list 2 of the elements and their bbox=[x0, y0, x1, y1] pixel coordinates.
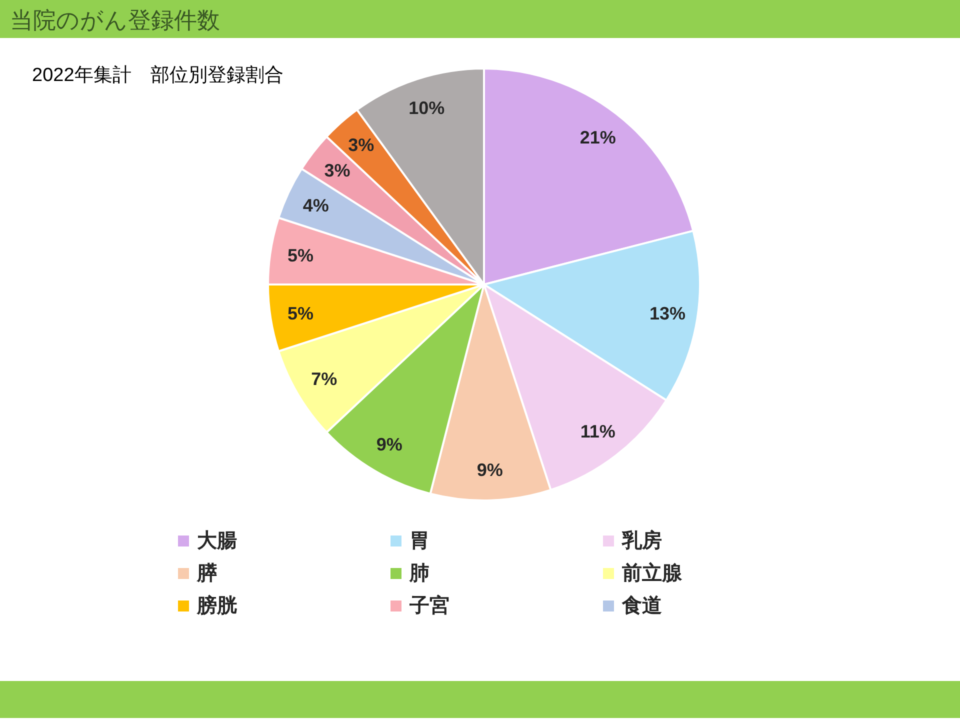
title: 当院のがん登録件数 bbox=[10, 7, 220, 33]
subtitle: 2022年集計 部位別登録割合 bbox=[32, 65, 284, 86]
